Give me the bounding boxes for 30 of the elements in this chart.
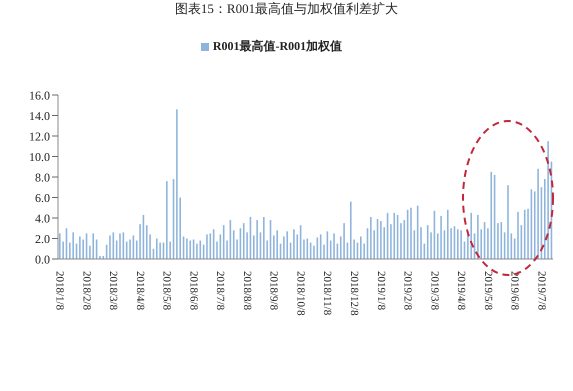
x-tick-label: 2019/6/8 [508,271,521,311]
x-tick-label: 2018/5/8 [160,271,173,311]
x-tick-label: 2019/2/8 [402,271,414,311]
x-tick-label: 2018/6/8 [187,271,200,311]
y-tick-label: 6.0 [35,190,50,205]
y-tick-label: 12.0 [29,129,50,144]
y-tick-label: 0.0 [35,252,50,266]
x-tick-label: 2019/4/8 [455,271,468,311]
x-tick-label: 2018/2/8 [80,271,92,311]
x-tick-label: 2019/3/8 [428,271,440,311]
x-tick-label: 2018/9/8 [268,271,280,311]
x-tick-label: 2018/3/8 [107,271,120,311]
x-tick-label: 2018/4/8 [134,271,146,311]
x-tick-label: 2019/7/8 [535,271,548,311]
x-tick-label: 2019/1/8 [374,271,387,311]
y-tick-label: 2.0 [35,232,50,246]
x-tick-label: 2018/8/8 [240,271,253,311]
x-tick-label: 2019/5/8 [482,271,494,311]
legend-label: R001最高值-R001加权值 [212,39,342,53]
y-tick-label: 14.0 [29,108,50,123]
y-tick-label: 8.0 [35,170,50,184]
y-tick-label: 4.0 [35,211,50,226]
x-tick-label: 2018/12/8 [348,271,360,316]
y-tick-label: 16.0 [29,88,50,102]
chart-title: 图表15：R001最高值与加权值利差扩大 [174,0,400,18]
y-tick-label: 10.0 [29,150,50,164]
x-tick-label: 2018/11/8 [321,271,334,316]
x-tick-label: 2018/10/8 [294,271,306,316]
x-tick-label: 2018/1/8 [54,271,66,311]
x-tick-label: 2018/7/8 [214,271,226,311]
